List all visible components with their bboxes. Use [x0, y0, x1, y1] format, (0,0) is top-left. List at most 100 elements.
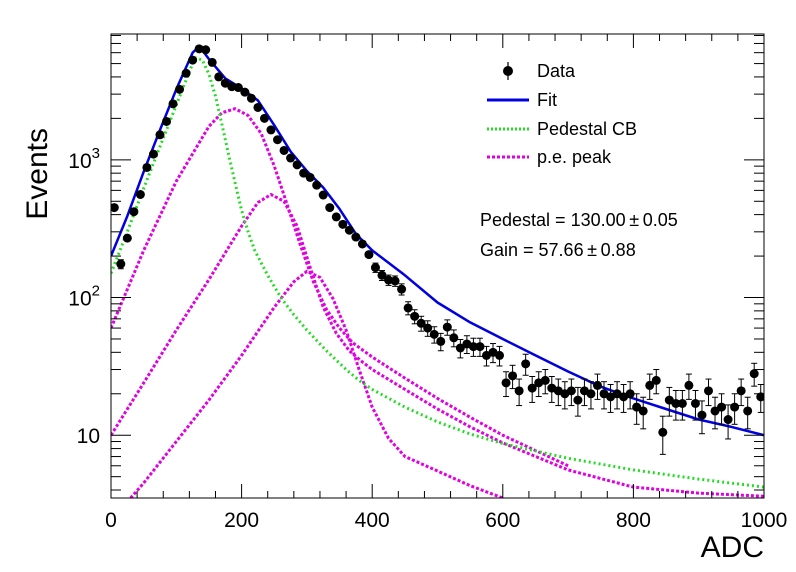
data-point — [344, 225, 354, 235]
data-point-marker — [397, 284, 407, 294]
data-point — [142, 162, 152, 172]
data-point-marker — [273, 135, 283, 145]
data-point — [723, 404, 733, 440]
data-point — [370, 262, 380, 273]
data-point — [207, 57, 217, 67]
data-point — [586, 381, 596, 410]
data-point — [429, 326, 439, 344]
data-point-marker — [259, 113, 269, 123]
legend-label-data: Data — [537, 61, 576, 81]
data-point-marker — [148, 149, 158, 159]
y-tick-label: 102 — [68, 283, 100, 311]
data-point — [135, 190, 145, 200]
data-point-marker — [743, 406, 753, 416]
data-point-marker — [730, 402, 740, 412]
curve-pedestal-2 — [111, 56, 764, 489]
data-point — [508, 364, 518, 390]
data-point-marker — [671, 398, 681, 408]
data-point-marker — [508, 371, 518, 381]
data-point-marker — [286, 153, 296, 163]
data-point-marker — [214, 72, 224, 82]
data-point-marker — [573, 395, 583, 405]
data-point — [188, 55, 198, 65]
data-point — [514, 378, 524, 407]
data-point-marker — [436, 336, 446, 346]
y-tick-label: 10 — [77, 425, 100, 448]
legend-label-fit: Fit — [537, 90, 557, 110]
data-point-marker — [325, 203, 335, 213]
data-point-marker — [697, 410, 707, 420]
data-point — [351, 232, 361, 242]
data-point — [527, 376, 537, 403]
data-point — [697, 400, 707, 435]
data-point — [364, 250, 374, 260]
data-point-marker — [318, 190, 328, 200]
data-point-marker — [122, 233, 132, 243]
data-point — [214, 72, 224, 82]
data-point-marker — [168, 99, 178, 109]
data-point — [305, 172, 315, 182]
data-point-marker — [253, 102, 263, 112]
data-point-marker — [142, 162, 152, 172]
x-tick-label: 1000 — [741, 509, 788, 532]
data-point — [390, 275, 400, 287]
data-point-marker — [442, 322, 452, 332]
data-point-marker — [357, 239, 367, 249]
data-point — [749, 362, 759, 387]
data-point — [436, 332, 446, 352]
data-point — [592, 373, 602, 400]
data-point-marker — [521, 359, 531, 369]
data-point-marker — [736, 386, 746, 396]
data-point-marker — [423, 323, 433, 333]
data-point — [442, 319, 452, 336]
x-tick-label: 600 — [485, 509, 520, 532]
data-point-marker — [416, 318, 426, 328]
curve-pe-4 — [111, 193, 764, 498]
data-point-marker — [638, 406, 648, 416]
data-point-marker — [684, 380, 694, 390]
data-point-marker — [429, 329, 439, 339]
data-point — [703, 378, 713, 407]
data-point-marker — [207, 57, 217, 67]
data-point — [677, 390, 687, 421]
data-point-marker — [723, 415, 733, 425]
data-point-marker — [410, 311, 420, 321]
data-point — [756, 383, 764, 413]
data-point-marker — [266, 125, 276, 135]
curve-pe-3 — [111, 107, 569, 468]
data-point-marker — [377, 270, 387, 280]
data-point — [116, 259, 126, 270]
data-point — [736, 378, 746, 407]
data-point — [397, 283, 407, 296]
data-point — [175, 84, 185, 94]
data-point — [573, 386, 583, 417]
data-point — [449, 329, 459, 348]
data-point — [162, 116, 172, 126]
data-point — [560, 381, 570, 410]
data-point — [253, 102, 263, 112]
data-point-marker — [514, 386, 524, 396]
axes: 0 200 400 600 800 1000 10 102 103 — [68, 33, 788, 532]
data-point — [168, 99, 178, 109]
curve-fit-1 — [111, 44, 764, 437]
data-point-marker — [305, 172, 315, 182]
data-point — [357, 239, 367, 249]
data-point-marker — [364, 250, 374, 260]
data-point — [743, 396, 753, 430]
data-point-marker — [351, 232, 361, 242]
data-point-marker — [717, 402, 727, 412]
data-point-marker — [475, 342, 485, 352]
data-point — [246, 93, 256, 103]
data-point — [273, 135, 283, 145]
data-point-marker — [592, 380, 602, 390]
legend-label-pedestal: Pedestal CB — [537, 119, 637, 139]
data-point-marker — [233, 83, 243, 93]
data-point-marker — [111, 203, 119, 213]
data-point — [299, 168, 309, 178]
data-point — [690, 390, 700, 421]
data-point-marker — [344, 225, 354, 235]
data-point-marker — [370, 263, 380, 273]
data-point — [292, 160, 302, 170]
data-point — [416, 315, 426, 332]
data-point — [475, 337, 485, 357]
